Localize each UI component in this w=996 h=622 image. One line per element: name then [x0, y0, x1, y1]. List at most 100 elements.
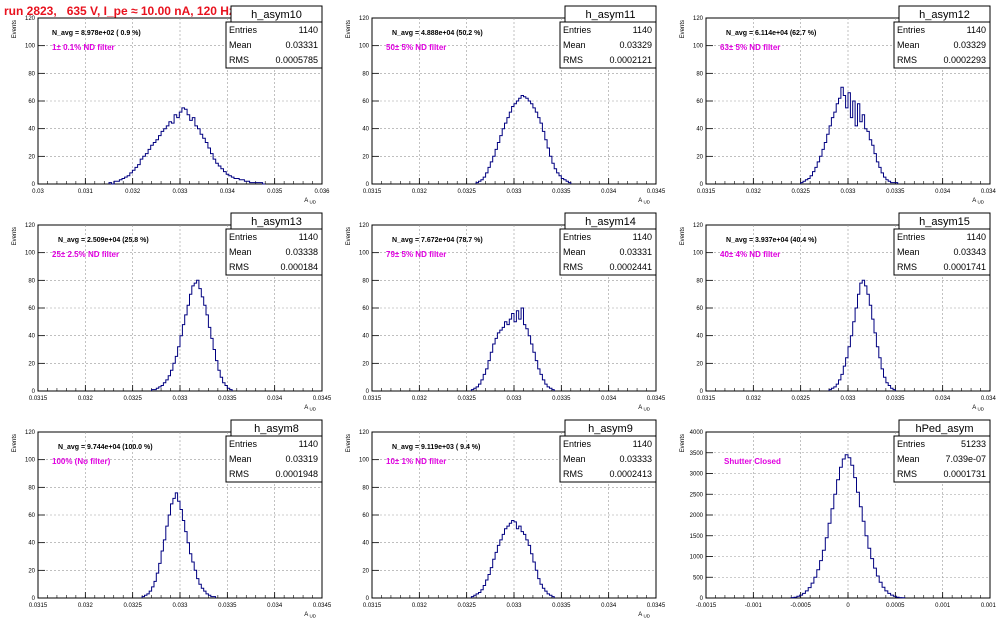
y-tick-label: 40	[362, 334, 369, 340]
x-tick-label: 0.033	[172, 396, 188, 402]
filter-label: 25± 2.5% ND filter	[52, 250, 119, 259]
x-tick-label: 0.033	[840, 189, 856, 195]
x-tick-label: 0.0335	[218, 396, 237, 402]
y-tick-label: 40	[696, 334, 703, 340]
stats-value: 1140	[633, 232, 652, 242]
stats-key: RMS	[897, 55, 917, 65]
histogram-panel-h_asym12: 0.0315 0.032 0.0325 0.033 0.0335 0.034 0.0345 0…	[680, 5, 996, 205]
histogram-panel-h_asym9: 0.0315 0.032 0.0325 0.033 0.0335 0.034 0.0345 0…	[346, 419, 666, 619]
y-tick-label: 80	[28, 71, 35, 77]
stats-key: Entries	[563, 25, 592, 35]
stats-value: 0.03343	[953, 247, 986, 257]
stats-key: Entries	[563, 439, 592, 449]
y-tick-label: 20	[28, 154, 35, 160]
y-tick-label: 100	[25, 251, 36, 257]
x-tick-label: 0.0335	[886, 396, 905, 402]
stats-key: Mean	[229, 454, 252, 464]
x-tick-label: 0.034	[601, 396, 617, 402]
stats-box	[893, 435, 991, 483]
y-tick-label: 80	[362, 485, 369, 491]
y-tick-label: 60	[28, 306, 35, 312]
x-tick-label: 0.0335	[218, 603, 237, 609]
y-axis-label: Events	[12, 434, 18, 452]
stats-value: 1140	[967, 232, 986, 242]
y-tick-label: 100	[359, 251, 370, 257]
y-tick-label: 1000	[690, 555, 704, 561]
navg-label: N_avg = 6.114e+04 (62.7 %)	[726, 30, 816, 37]
stats-key: Entries	[229, 232, 258, 242]
x-tick-label: 0.0345	[981, 396, 996, 402]
stats-value: 1140	[299, 439, 318, 449]
stats-value: 0.0001948	[275, 469, 318, 479]
stats-key: RMS	[897, 262, 917, 272]
y-axis-label: Events	[346, 227, 352, 245]
x-tick-label: 0	[846, 603, 850, 609]
y-tick-label: 20	[362, 154, 369, 160]
stats-box	[559, 435, 657, 483]
x-tick-label: 0.033	[840, 396, 856, 402]
stats-value: 1140	[633, 439, 652, 449]
histogram-line	[800, 86, 899, 184]
x-tick-label: 0.032	[412, 189, 428, 195]
y-tick-label: 60	[696, 99, 703, 105]
histogram-line	[470, 520, 555, 598]
y-tick-label: 120	[25, 430, 36, 436]
stats-key: Mean	[897, 247, 920, 257]
filter-label: 1± 0.1% ND filter	[52, 43, 115, 52]
stats-title: h_asym8	[254, 423, 299, 435]
y-tick-label: 0	[700, 182, 704, 188]
x-tick-label: 0.0345	[647, 189, 666, 195]
histogram-line	[108, 107, 266, 185]
navg-label: N_avg = 8.978e+02 ( 0.9 %)	[52, 30, 141, 37]
stats-title: h_asym10	[251, 9, 302, 21]
x-tick-label: 0.032	[78, 603, 94, 609]
x-tick-label: 0.0315	[697, 396, 716, 402]
stats-box	[893, 21, 991, 69]
y-tick-label: 2000	[690, 513, 704, 519]
y-tick-label: 20	[28, 568, 35, 574]
x-tick-label: 0.0325	[123, 603, 142, 609]
x-tick-label: 0.034	[267, 603, 283, 609]
y-tick-label: 60	[362, 99, 369, 105]
x-tick-label: 0.0315	[29, 396, 48, 402]
y-tick-label: 80	[28, 485, 35, 491]
x-axis-label: A UD	[972, 198, 985, 205]
x-tick-label: 0.0335	[552, 603, 571, 609]
x-tick-label: -0.001	[745, 603, 763, 609]
stats-value: 0.03338	[285, 247, 318, 257]
y-axis-label: Events	[680, 434, 686, 452]
stats-value: 0.03331	[285, 40, 318, 50]
x-tick-label: 0.0345	[313, 396, 332, 402]
stats-value: 0.0002293	[943, 55, 986, 65]
x-tick-label: 0.032	[412, 603, 428, 609]
filter-label: 100% (No filter)	[52, 457, 111, 466]
stats-key: RMS	[229, 262, 249, 272]
stats-key: Entries	[229, 25, 258, 35]
x-tick-label: 0.001	[935, 603, 951, 609]
y-tick-label: 60	[362, 306, 369, 312]
y-tick-label: 100	[693, 251, 704, 257]
x-tick-label: 0.0335	[552, 396, 571, 402]
stats-key: RMS	[897, 469, 917, 479]
y-tick-label: 60	[28, 513, 35, 519]
stats-value: 0.0001731	[943, 469, 986, 479]
x-tick-label: 0.0345	[647, 396, 666, 402]
x-tick-label: 0.034	[601, 603, 617, 609]
y-tick-label: 20	[362, 361, 369, 367]
filter-label: 63± 5% ND filter	[720, 43, 780, 52]
stats-key: Entries	[897, 232, 926, 242]
stats-title: h_asym9	[588, 423, 633, 435]
x-tick-label: 0.034	[220, 189, 236, 195]
y-tick-label: 40	[28, 334, 35, 340]
x-tick-label: 0.0325	[791, 396, 810, 402]
x-tick-label: 0.03	[32, 189, 44, 195]
x-tick-label: 0.032	[125, 189, 141, 195]
y-tick-label: 40	[28, 127, 35, 133]
y-tick-label: 80	[28, 278, 35, 284]
stats-value: 0.03333	[619, 454, 652, 464]
x-tick-label: 0.0315	[697, 189, 716, 195]
x-tick-label: 0.033	[506, 396, 522, 402]
y-tick-label: 0	[366, 182, 370, 188]
x-axis-label: A UD	[304, 198, 317, 205]
x-tick-label: 0.034	[267, 396, 283, 402]
